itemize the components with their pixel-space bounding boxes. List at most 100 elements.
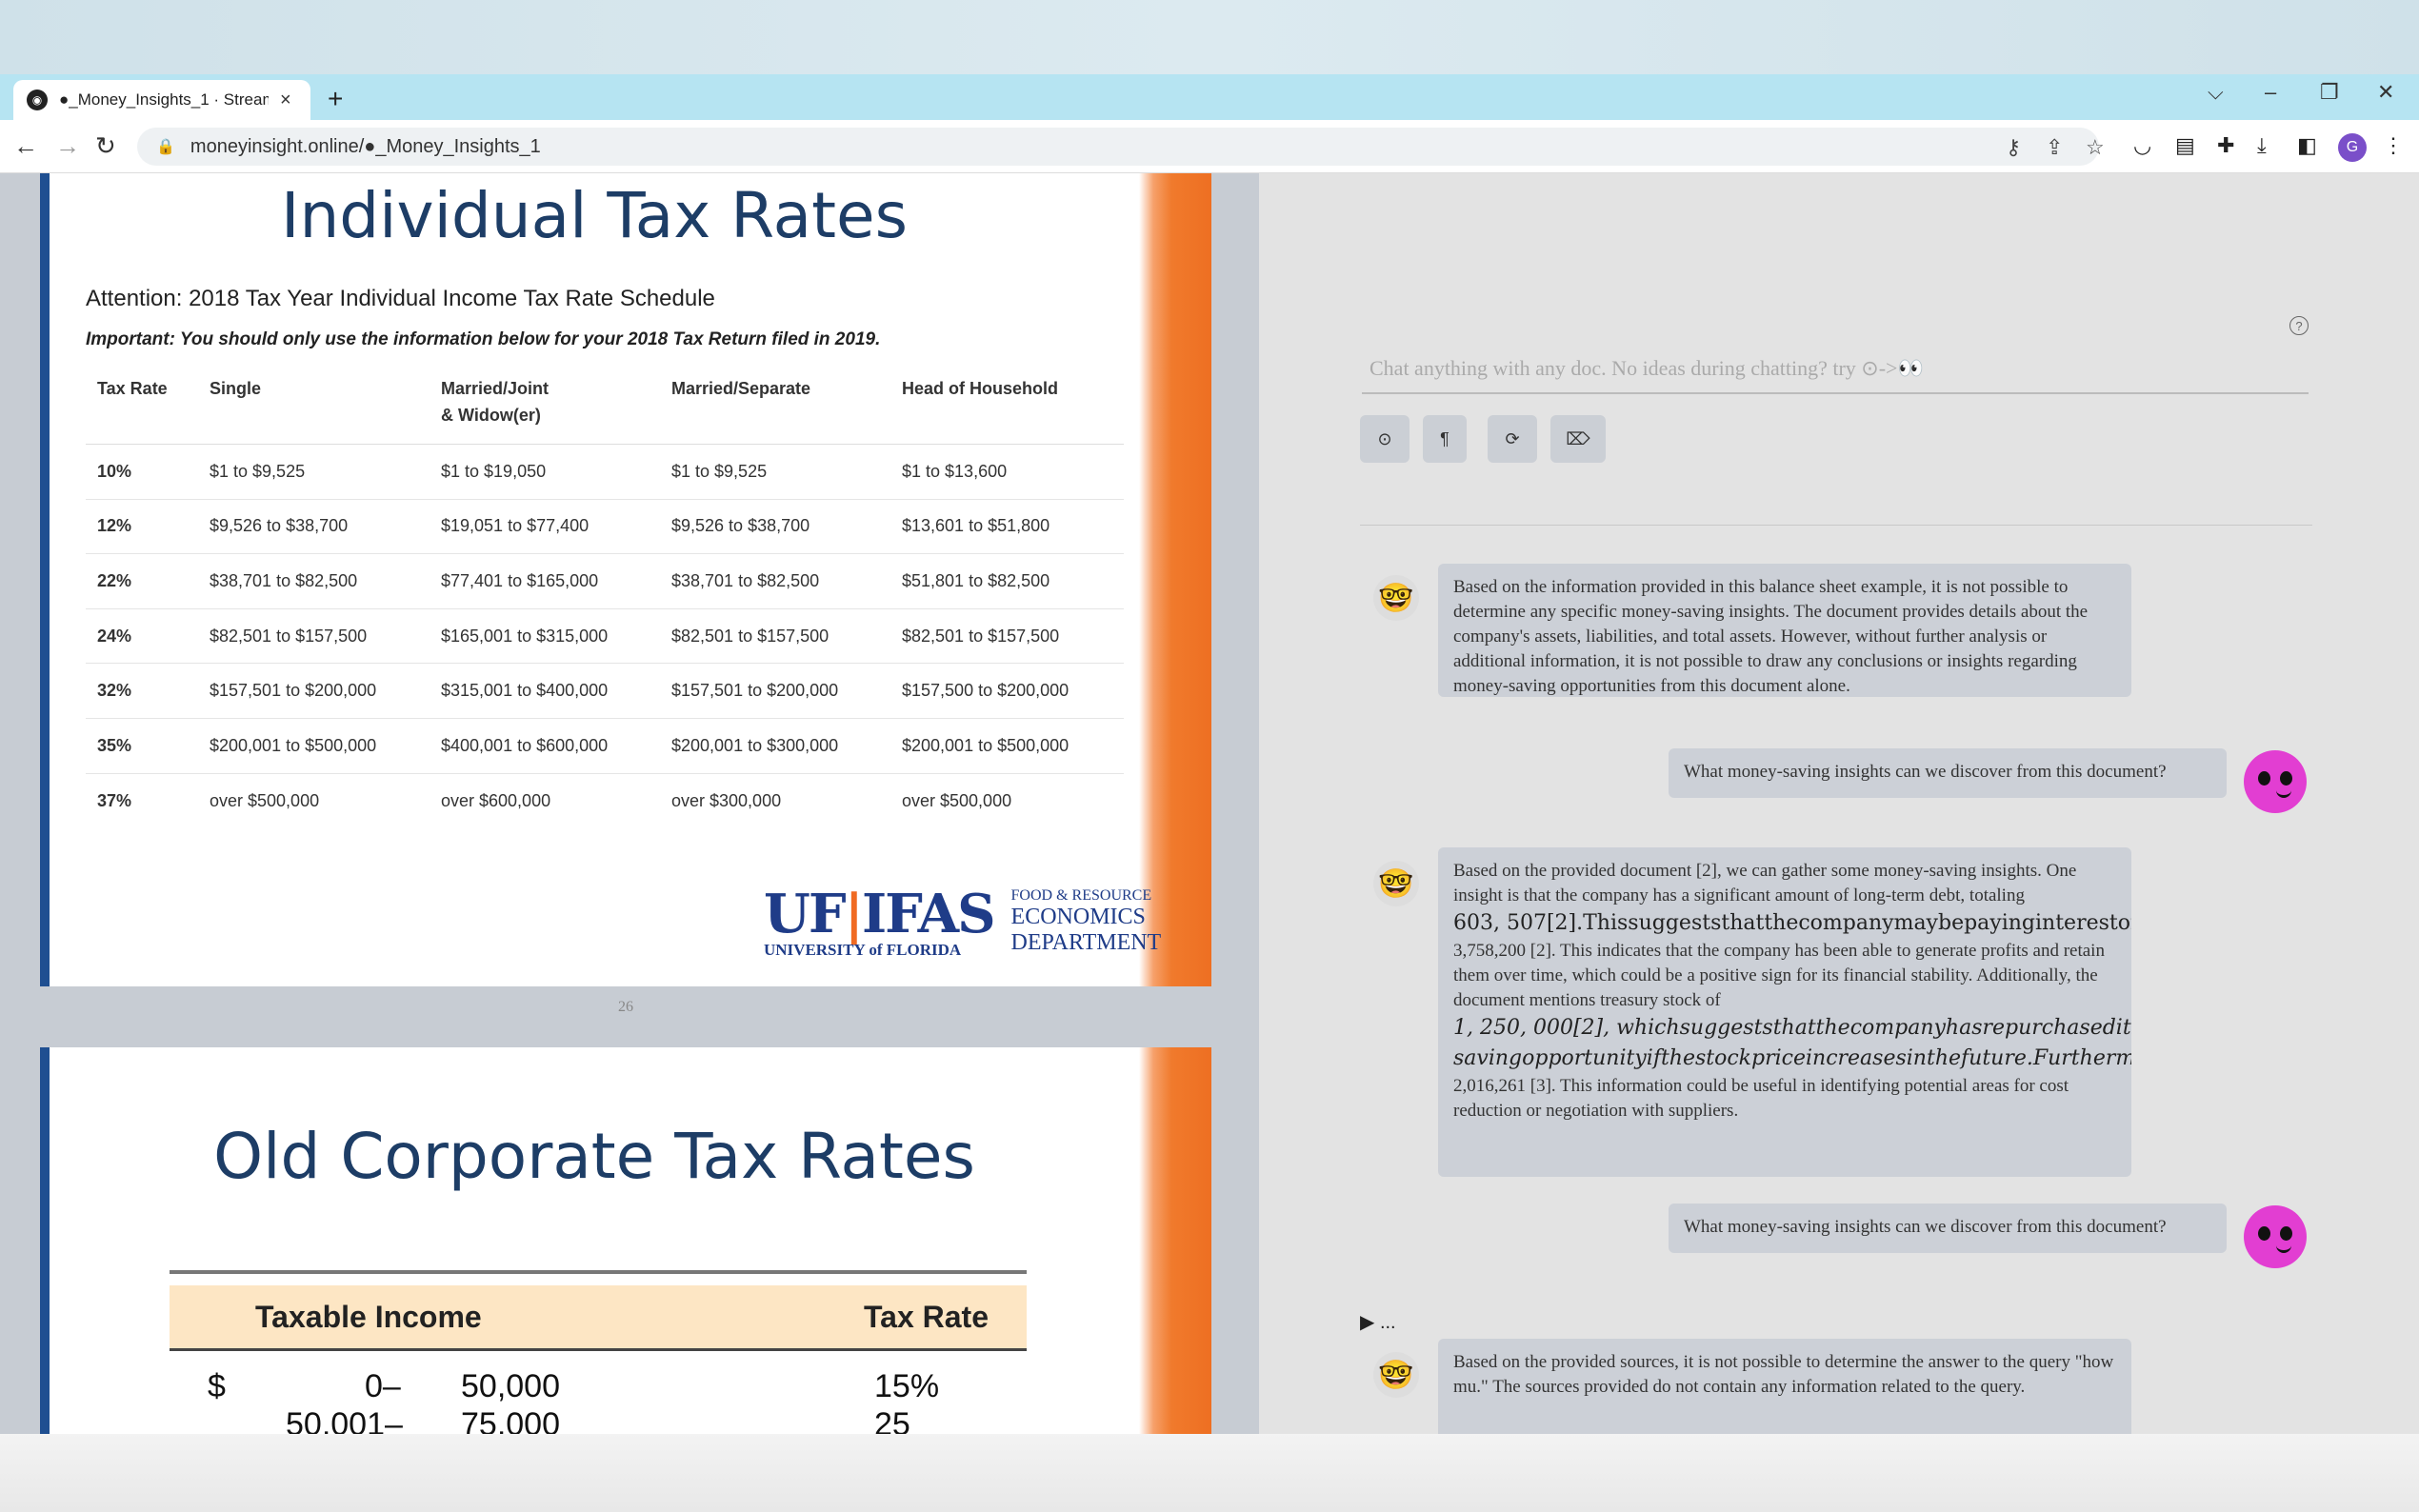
assistant-message: Based on the provided sources, it is not… xyxy=(1438,1339,2131,1434)
extension-reader-icon[interactable]: ▤ xyxy=(2175,133,2195,157)
col-header-tax-rate: Tax Rate xyxy=(863,1299,989,1334)
message-text: Based on the provided document [2], we c… xyxy=(1453,861,2077,905)
share-icon[interactable]: ⇪ xyxy=(2046,135,2064,159)
user-message: What money-saving insights can we discov… xyxy=(1669,748,2227,798)
extension-loop-icon[interactable]: ◡ xyxy=(2133,133,2152,157)
table-header-row: Taxable Income Tax Rate xyxy=(170,1285,1027,1348)
help-icon[interactable]: ? xyxy=(2289,316,2309,335)
table-cell: $1 to $19,050 xyxy=(430,444,660,500)
clear-icon: ⌦ xyxy=(1566,428,1590,448)
user-avatar-icon xyxy=(2244,1205,2307,1268)
assistant-message: Based on the information provided in thi… xyxy=(1438,564,2131,697)
slide-orange-border xyxy=(1139,1047,1211,1434)
target-icon: ⊙ xyxy=(1377,428,1392,448)
table-row: 24% $82,501 to $157,500 $165,001 to $315,0… xyxy=(86,608,1124,665)
side-panel-icon[interactable]: ◧ xyxy=(2297,133,2317,157)
table-cell: $19,051 to $77,400 xyxy=(430,499,660,555)
lock-icon: 🔒 xyxy=(156,139,175,155)
table-cell: 35% xyxy=(86,718,198,774)
close-window-icon[interactable]: ✕ xyxy=(2377,80,2395,104)
table-cell: $9,526 to $38,700 xyxy=(660,499,890,555)
table-row: 12% $9,526 to $38,700 $19,051 to $77,400 $9… xyxy=(86,499,1124,555)
new-tab-icon[interactable]: + xyxy=(328,84,344,113)
chat-input[interactable]: Chat anything with any doc. No ideas dur… xyxy=(1362,345,2309,394)
taskbar-area xyxy=(0,1434,2419,1512)
download-icon[interactable]: ⤓ xyxy=(2257,133,2267,157)
tax-rate: 25 xyxy=(874,1406,910,1434)
table-header-rule xyxy=(170,1348,1027,1351)
table-cell: 22% xyxy=(86,553,198,609)
table-cell: $38,701 to $82,500 xyxy=(660,553,890,609)
corporate-tax-table: Taxable Income Tax Rate $ 0– 50,000 15% … xyxy=(170,1270,1027,1434)
bot-avatar-icon: 🤓 xyxy=(1373,861,1419,906)
table-row: 35% $200,001 to $500,000 $400,001 to $600,… xyxy=(86,718,1124,774)
math-rendered-text: 1, 250, 000[2], whichsuggeststhatthecomp… xyxy=(1453,1016,2131,1040)
extensions-puzzle-icon[interactable]: ✚ xyxy=(2217,133,2235,157)
table-cell: $157,500 to $200,000 xyxy=(890,663,1124,719)
password-key-icon[interactable]: ⚷ xyxy=(2006,135,2022,159)
university-name: UNIVERSITY of FLORIDA xyxy=(764,941,962,959)
currency-symbol: $ xyxy=(208,1368,226,1404)
uf-ifas-wordmark: UF|IFAS xyxy=(764,883,996,945)
chat-divider xyxy=(1360,525,2312,526)
restore-icon[interactable]: ❐ xyxy=(2320,80,2339,104)
table-cell: over $500,000 xyxy=(210,790,320,810)
tool-button-paragraph[interactable]: ¶ xyxy=(1423,415,1467,463)
tab-title: ●_Money_Insights_1 · Streamlit xyxy=(59,90,269,109)
tool-button-scope[interactable]: ⊙ xyxy=(1360,415,1409,463)
slide-title: Individual Tax Rates xyxy=(280,179,908,252)
slide-individual-tax-rates: Individual Tax Rates Attention: 2018 Tax… xyxy=(40,173,1211,986)
slide-subtitle: Attention: 2018 Tax Year Individual Inco… xyxy=(86,286,715,311)
user-message: What money-saving insights can we discov… xyxy=(1669,1204,2227,1253)
menu-kebab-icon[interactable]: ⋮ xyxy=(2383,133,2404,157)
table-cell: 10% xyxy=(86,444,198,500)
profile-avatar[interactable]: G xyxy=(2338,133,2367,162)
desktop-background xyxy=(0,0,2419,74)
col-header: Head of Household xyxy=(890,360,1124,445)
table-cell: $400,001 to $600,000 xyxy=(430,718,660,774)
slide-left-bar xyxy=(40,173,50,986)
uf-ifas-logo: UF|IFAS UNIVERSITY of FLORIDA FOOD & RES… xyxy=(764,887,1161,960)
table-cell: $200,001 to $500,000 xyxy=(198,718,430,774)
table-cell: $77,401 to $165,000 xyxy=(430,553,660,609)
table-row: 22% $38,701 to $82,500 $77,401 to $165,000… xyxy=(86,553,1124,609)
browser-tab[interactable]: ◉ ●_Money_Insights_1 · Streamlit × xyxy=(13,80,310,120)
pilcrow-icon: ¶ xyxy=(1440,428,1449,448)
table-header-row: Tax Rate Single Married/Joint & Widow(er… xyxy=(86,360,1124,445)
income-to: 75,000 xyxy=(461,1406,560,1434)
table-top-rule xyxy=(170,1270,1027,1274)
slide-important-note: Important: You should only use the infor… xyxy=(86,329,881,349)
back-arrow-icon[interactable]: ← xyxy=(13,131,38,160)
tax-rate: 15% xyxy=(874,1368,940,1404)
refresh-icon: ⟳ xyxy=(1505,428,1520,448)
tool-button-clear[interactable]: ⌦ xyxy=(1550,415,1606,463)
reload-icon[interactable]: ↻ xyxy=(95,131,116,160)
income-to: 50,000 xyxy=(461,1368,560,1404)
table-cell: $157,501 to $200,000 xyxy=(660,663,890,719)
message-text: 3,758,200 [2]. This indicates that the c… xyxy=(1453,941,2105,1010)
address-bar[interactable]: 🔒 moneyinsight.online/●_Money_Insights_1… xyxy=(137,128,2105,166)
forward-arrow-icon[interactable]: → xyxy=(55,131,80,160)
table-cell: $82,501 to $157,500 xyxy=(890,608,1124,665)
table-row: 10% $1 to $9,525 $1 to $19,050 $1 to $9,525… xyxy=(86,444,1124,500)
math-rendered-text: savingopportunityifthestockpriceincrease… xyxy=(1453,1046,2131,1070)
table-cell: 37% xyxy=(97,790,132,810)
minimize-icon[interactable]: – xyxy=(2265,80,2277,104)
document-viewer[interactable]: Individual Tax Rates Attention: 2018 Tax… xyxy=(0,173,1259,1434)
slide-old-corporate-tax-rates: Old Corporate Tax Rates Taxable Income T… xyxy=(40,1047,1211,1434)
tab-close-icon[interactable]: × xyxy=(280,89,291,110)
income-from: 50,001– xyxy=(286,1406,403,1434)
bot-avatar-icon: 🤓 xyxy=(1373,1352,1419,1398)
chat-panel: ? Chat anything with any doc. No ideas d… xyxy=(1259,173,2419,1434)
tool-button-refresh[interactable]: ⟳ xyxy=(1488,415,1537,463)
col-header-taxable-income: Taxable Income xyxy=(255,1299,482,1334)
page-number: 26 xyxy=(618,999,633,1015)
tab-search-chevron-icon[interactable]: ⌵ xyxy=(2208,80,2224,104)
slide-title: Old Corporate Tax Rates xyxy=(213,1120,975,1193)
sources-expander[interactable]: ▶ ... xyxy=(1360,1312,1396,1333)
table-cell: 32% xyxy=(86,663,198,719)
math-rendered-text: 603, 507[2].Thissuggeststhatthecompanyma… xyxy=(1453,911,2131,935)
bookmark-star-icon[interactable]: ☆ xyxy=(2086,135,2105,159)
col-header: Married/Separate xyxy=(660,360,890,445)
table-cell: $165,001 to $315,000 xyxy=(430,608,660,665)
